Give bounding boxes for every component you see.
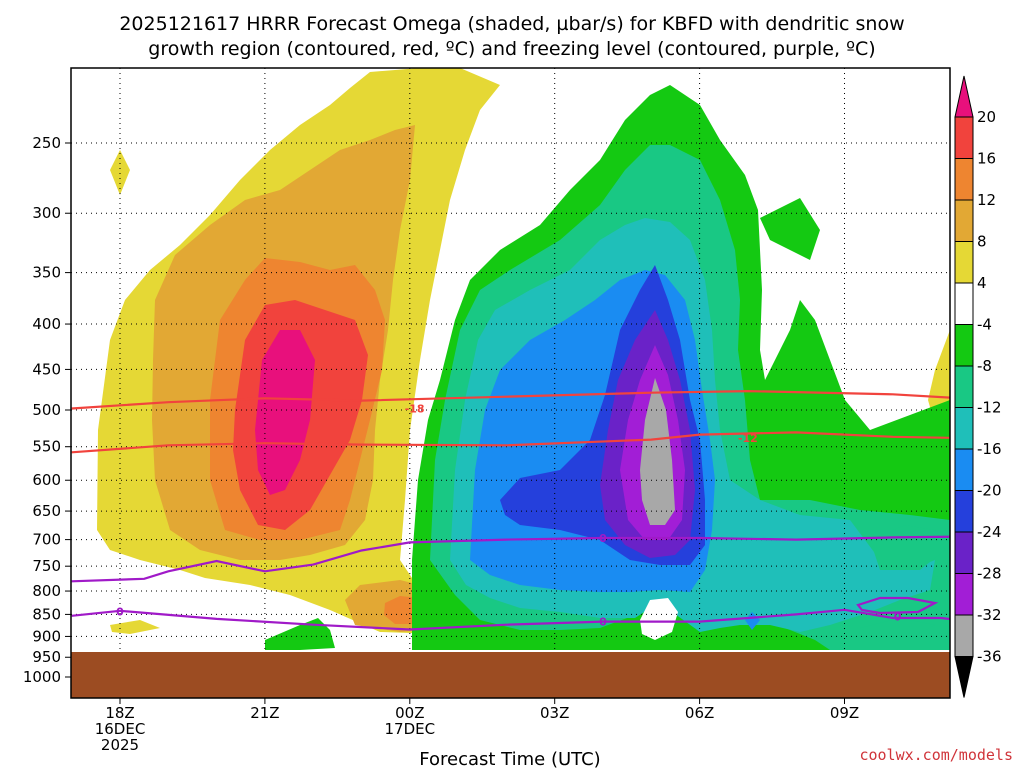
contour-lines: -18 -12 0 0 0 0 [71, 389, 950, 631]
contour-label: 0 [599, 616, 607, 629]
colorbar-segment [954, 241, 974, 284]
y-tick-label: 850 [32, 605, 61, 623]
x-axis-title: Forecast Time (UTC) [419, 749, 600, 768]
chart-title-line2: growth region (contoured, red, ºC) and f… [148, 38, 875, 60]
colorbar-segment [954, 282, 974, 325]
colorbar-label: 4 [977, 274, 987, 292]
colorbar-segment [954, 324, 974, 367]
colorbar-label: -8 [977, 357, 992, 375]
x-tick-label: 18Z [105, 704, 134, 722]
omega-white-hole [640, 598, 678, 640]
colorbar-segment [954, 448, 974, 491]
ground-terrain [71, 652, 950, 698]
y-tick-label: 550 [32, 438, 61, 456]
omega-band-4-small [110, 150, 130, 195]
x-tick-label: 16DEC [95, 720, 146, 738]
y-tick-label: 800 [32, 582, 61, 600]
omega-band-neg8-right [860, 618, 935, 638]
x-tick-label: 09Z [830, 704, 859, 722]
y-tick-label: 400 [32, 315, 61, 333]
colorbar-segment [954, 407, 974, 450]
colorbar-segment [954, 365, 974, 408]
colorbar-top-arrow [954, 75, 974, 118]
omega-band-neg32 [640, 378, 675, 525]
y-tick-label: 750 [32, 557, 61, 575]
x-tick-label: 06Z [685, 704, 714, 722]
colorbar-segment [954, 490, 974, 533]
colorbar-segment [954, 199, 974, 242]
contour-label: 0 [116, 606, 124, 619]
colorbar-label: -12 [977, 399, 1002, 417]
y-tick-label: 700 [32, 531, 61, 549]
y-axis: 250 300 350 400 450 500 550 600 650 700 750 800 850 9… [23, 134, 71, 686]
omega-band-20 [255, 330, 315, 495]
credit-link[interactable]: coolwx.com/models [859, 746, 1013, 764]
colorbar-segment [954, 614, 974, 657]
colorbar-segment [954, 573, 974, 616]
x-tick-label: 03Z [540, 704, 569, 722]
contour-label: 0 [894, 611, 902, 624]
colorbar-label: 20 [977, 108, 996, 126]
chart-title-line1: 2025121617 HRRR Forecast Omega (shaded, … [119, 13, 904, 35]
x-tick-label: 2025 [101, 736, 139, 754]
omega-band-4-low [110, 620, 160, 634]
contour-label: 0 [599, 532, 607, 545]
contour-label: -12 [738, 432, 758, 445]
y-tick-label: 500 [32, 401, 61, 419]
plot-area: -18 -12 0 0 0 0 [71, 68, 950, 698]
colorbar-segment [954, 116, 974, 159]
y-tick-label: 450 [32, 360, 61, 378]
x-tick-label: 17DEC [385, 720, 436, 738]
colorbar-segment [954, 531, 974, 574]
grid-lines [71, 68, 950, 698]
omega-band-neg4-upper [760, 198, 820, 260]
colorbar-bottom-arrow [954, 656, 974, 698]
x-tick-label: 00Z [395, 704, 424, 722]
y-tick-label: 950 [32, 648, 61, 666]
contour-line [71, 389, 950, 410]
colorbar-label: 12 [977, 191, 996, 209]
colorbar-label: -4 [977, 316, 992, 334]
y-tick-label: 900 [32, 627, 61, 645]
colorbar-label: -24 [977, 523, 1002, 541]
y-tick-label: 600 [32, 471, 61, 489]
y-tick-label: 350 [32, 264, 61, 282]
colorbar-label: -32 [977, 606, 1002, 624]
y-tick-label: 1000 [23, 668, 61, 686]
contour-label: -18 [405, 402, 425, 415]
contour-line [71, 608, 950, 631]
colorbar-label: 16 [977, 150, 996, 168]
y-tick-label: 300 [32, 204, 61, 222]
colorbar-label: -16 [977, 440, 1002, 458]
contour-line-loop [856, 596, 939, 615]
y-tick-label: 250 [32, 134, 61, 152]
plot-frame [70, 67, 951, 699]
contour-line [71, 535, 950, 583]
colorbar-label: -28 [977, 565, 1002, 583]
omega-white-gap [802, 292, 812, 302]
contour-line [71, 431, 950, 454]
y-tick-label: 650 [32, 502, 61, 520]
colorbar-segment [954, 158, 974, 201]
x-tick-label: 21Z [250, 704, 279, 722]
colorbar-label: -20 [977, 482, 1002, 500]
colorbar: 20 16 12 8 4 -4 -8 -12 -16 -20 -24 -28 -32 -36 [954, 75, 1002, 698]
colorbar-label: -36 [977, 648, 1002, 666]
colorbar-label: 8 [977, 233, 987, 251]
